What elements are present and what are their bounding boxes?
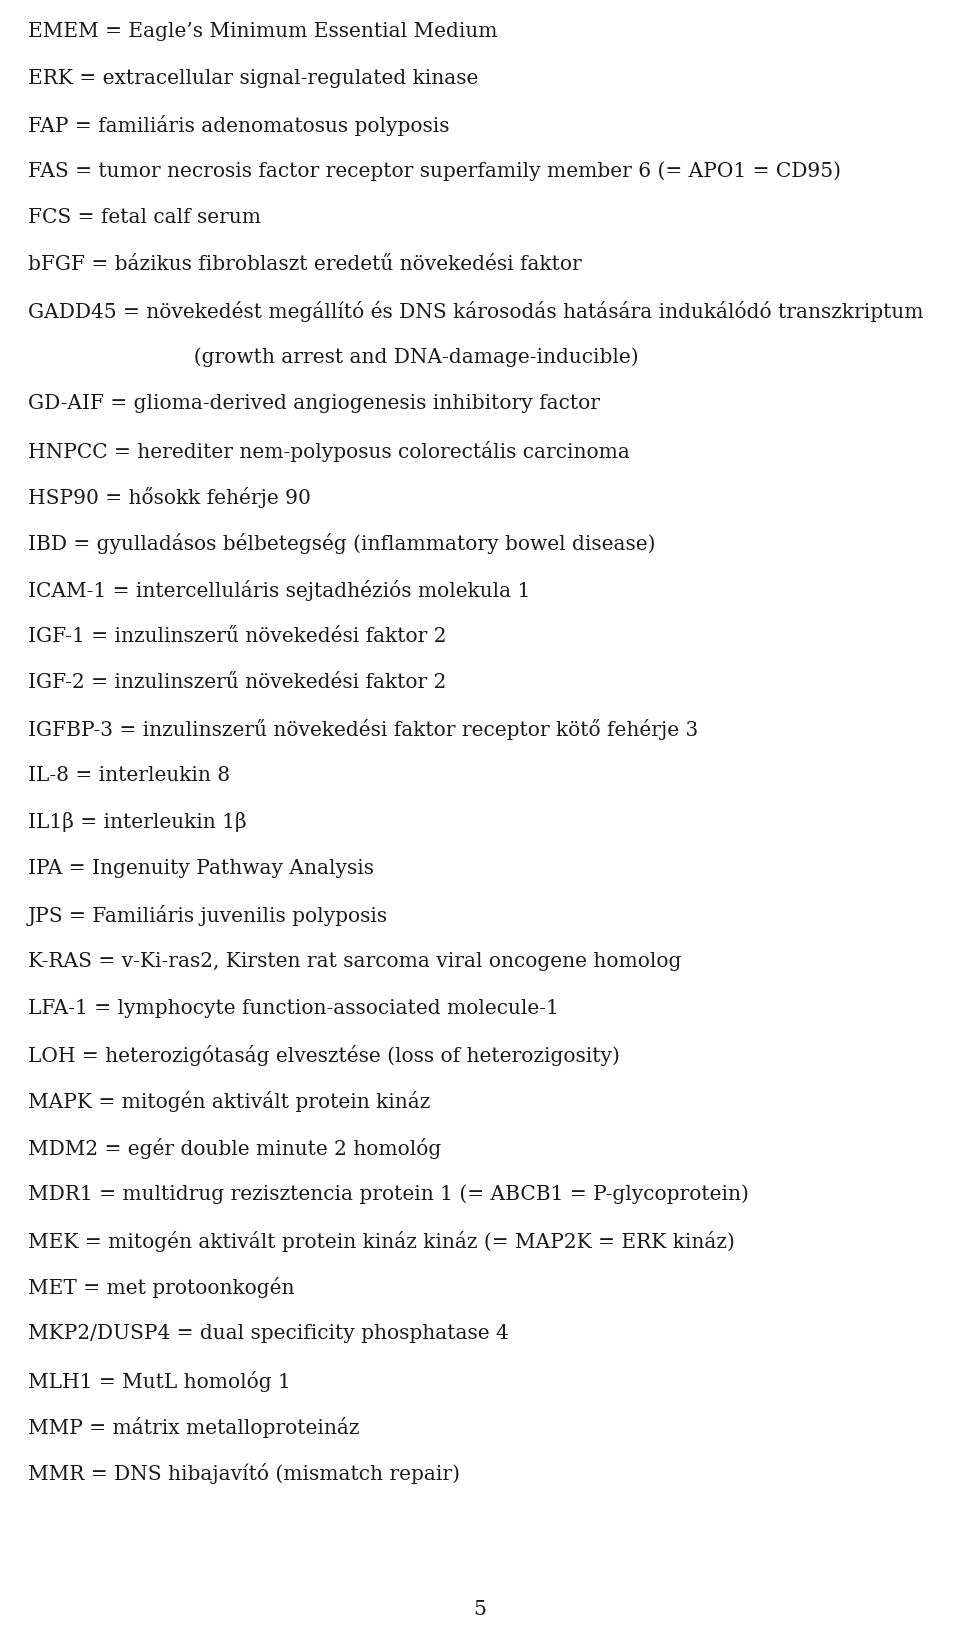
Text: GD-AIF = glioma-derived angiogenesis inhibitory factor: GD-AIF = glioma-derived angiogenesis inh… (28, 393, 600, 413)
Text: IGF-2 = inzulinszerű növekedési faktor 2: IGF-2 = inzulinszerű növekedési faktor 2 (28, 672, 446, 692)
Text: HSP90 = hősokk fehérje 90: HSP90 = hősokk fehérje 90 (28, 486, 311, 508)
Text: MDR1 = multidrug rezisztencia protein 1 (= ABCB1 = P-glycoprotein): MDR1 = multidrug rezisztencia protein 1 … (28, 1185, 749, 1204)
Text: MEK = mitogén aktivált protein kináz kináz (= MAP2K = ERK kináz): MEK = mitogén aktivált protein kináz kin… (28, 1231, 734, 1252)
Text: FAS = tumor necrosis factor receptor superfamily member 6 (= APO1 = CD95): FAS = tumor necrosis factor receptor sup… (28, 162, 841, 181)
Text: bFGF = bázikus fibroblaszt eredetű növekedési faktor: bFGF = bázikus fibroblaszt eredetű növek… (28, 255, 582, 274)
Text: IGFBP-3 = inzulinszerű növekedési faktor receptor kötő fehérje 3: IGFBP-3 = inzulinszerű növekedési faktor… (28, 720, 698, 741)
Text: IGF-1 = inzulinszerű növekedési faktor 2: IGF-1 = inzulinszerű növekedési faktor 2 (28, 627, 446, 646)
Text: IPA = Ingenuity Pathway Analysis: IPA = Ingenuity Pathway Analysis (28, 858, 374, 878)
Text: ERK = extracellular signal-regulated kinase: ERK = extracellular signal-regulated kin… (28, 69, 478, 88)
Text: MLH1 = MutL homológ 1: MLH1 = MutL homológ 1 (28, 1371, 291, 1392)
Text: FCS = fetal calf serum: FCS = fetal calf serum (28, 207, 261, 227)
Text: (growth arrest and DNA-damage-inducible): (growth arrest and DNA-damage-inducible) (28, 348, 638, 367)
Text: LFA-1 = lymphocyte function-associated molecule-1: LFA-1 = lymphocyte function-associated m… (28, 999, 559, 1017)
Text: IL1β = interleukin 1β: IL1β = interleukin 1β (28, 813, 247, 832)
Text: IL-8 = interleukin 8: IL-8 = interleukin 8 (28, 765, 230, 785)
Text: MKP2/DUSP4 = dual specificity phosphatase 4: MKP2/DUSP4 = dual specificity phosphatas… (28, 1324, 509, 1343)
Text: ICAM-1 = intercelluláris sejtadhéziós molekula 1: ICAM-1 = intercelluláris sejtadhéziós mo… (28, 579, 530, 601)
Text: HNPCC = herediter nem-polyposus colorectális carcinoma: HNPCC = herediter nem-polyposus colorect… (28, 441, 630, 462)
Text: 5: 5 (473, 1599, 487, 1619)
Text: MMP = mátrix metalloproteináz: MMP = mátrix metalloproteináz (28, 1417, 359, 1438)
Text: MAPK = mitogén aktivált protein kináz: MAPK = mitogén aktivált protein kináz (28, 1092, 430, 1113)
Text: JPS = Familiáris juvenilis polyposis: JPS = Familiáris juvenilis polyposis (28, 906, 388, 927)
Text: IBD = gyulladásos bélbetegség (inflammatory bowel disease): IBD = gyulladásos bélbetegség (inflammat… (28, 534, 656, 555)
Text: GADD45 = növekedést megállító és DNS károsodás hatására indukálódó transzkriptum: GADD45 = növekedést megállító és DNS kár… (28, 300, 924, 322)
Text: EMEM = Eagle’s Minimum Essential Medium: EMEM = Eagle’s Minimum Essential Medium (28, 21, 497, 41)
Text: MET = met protoonkogén: MET = met protoonkogén (28, 1278, 295, 1299)
Text: FAP = familiáris adenomatosus polyposis: FAP = familiáris adenomatosus polyposis (28, 114, 449, 135)
Text: LOH = heterozigótaság elvesztése (loss of heterozigosity): LOH = heterozigótaság elvesztése (loss o… (28, 1044, 620, 1066)
Text: MDM2 = egér double minute 2 homológ: MDM2 = egér double minute 2 homológ (28, 1138, 442, 1159)
Text: MMR = DNS hibajavító (mismatch repair): MMR = DNS hibajavító (mismatch repair) (28, 1464, 460, 1485)
Text: K-RAS = v-Ki-ras2, Kirsten rat sarcoma viral oncogene homolog: K-RAS = v-Ki-ras2, Kirsten rat sarcoma v… (28, 951, 682, 971)
